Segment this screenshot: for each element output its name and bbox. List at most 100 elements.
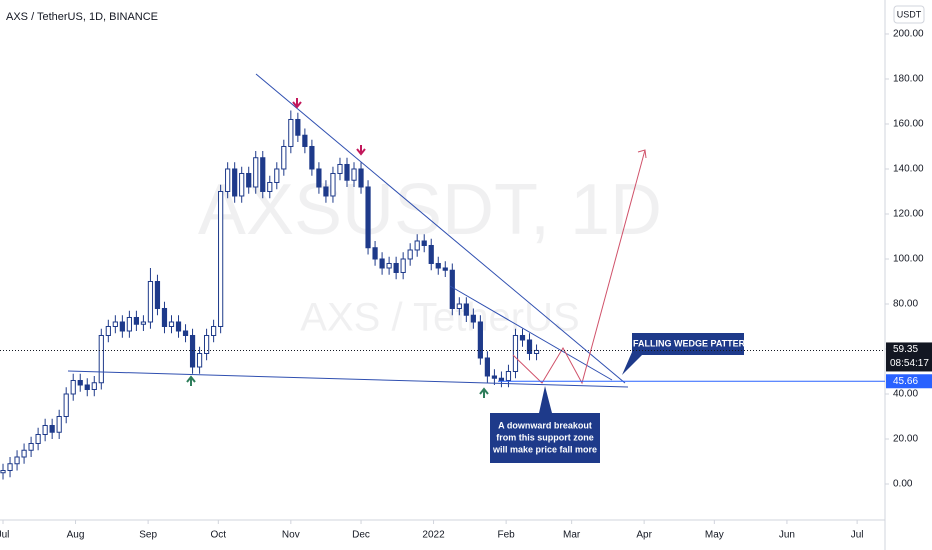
- watermark: AXSUSDT, 1D: [198, 170, 662, 250]
- x-tick-label: May: [705, 530, 724, 541]
- y-tick-label: 200.00: [893, 29, 924, 40]
- candle-body: [147, 280, 154, 323]
- candle-body: [189, 334, 196, 368]
- y-tick-label: 0.00: [893, 479, 913, 490]
- candle-body: [295, 118, 301, 136]
- y-tick-label: 140.00: [893, 164, 924, 175]
- candle-body: [77, 379, 83, 386]
- candle-body: [175, 321, 182, 332]
- candle-body: [35, 433, 41, 444]
- candle-body: [260, 157, 266, 192]
- candle-body: [232, 168, 238, 197]
- support-level-label: 45.66: [893, 376, 918, 387]
- currency: USDT: [897, 9, 922, 19]
- candle-body: [7, 463, 13, 471]
- x-tick-label: 2022: [422, 530, 445, 541]
- candle-body: [218, 190, 224, 327]
- candle-body: [526, 339, 533, 354]
- last-price-label: 59.35: [893, 344, 918, 355]
- x-tick-label: Jul: [851, 530, 864, 541]
- wedge-inner-line: [449, 285, 613, 381]
- candle-body: [400, 258, 406, 273]
- candle-body: [84, 384, 90, 390]
- down-arrow: [356, 145, 366, 156]
- y-tick-label: 80.00: [893, 299, 918, 310]
- watermark-sub: AXS / TetherUS: [300, 296, 579, 340]
- candle-body: [288, 118, 294, 147]
- annotation: from this support zone: [496, 432, 594, 442]
- candle-body: [407, 249, 413, 260]
- candle-body: [435, 262, 441, 269]
- currency-box: [893, 5, 925, 24]
- candle-body: [0, 469, 6, 474]
- x-tick-label: Aug: [67, 530, 85, 541]
- candle-body: [267, 181, 273, 192]
- candle-body: [168, 321, 175, 327]
- candle-body: [42, 424, 48, 435]
- candle-body: [330, 172, 336, 197]
- candle-body: [428, 244, 434, 264]
- candle-body: [49, 424, 55, 433]
- candle-body: [442, 267, 448, 271]
- candle-body: [498, 377, 505, 381]
- candle-body: [126, 316, 132, 332]
- up-arrow: [479, 387, 489, 398]
- y-tick-label: 100.00: [893, 254, 924, 265]
- candle-body: [203, 334, 210, 354]
- candle-body: [225, 168, 231, 192]
- up-arrow: [186, 375, 196, 386]
- support-trendline: [67, 370, 629, 388]
- candle-body: [323, 186, 329, 197]
- chart-title: AXS / TetherUS, 1D, BINANCE: [6, 11, 158, 23]
- candle-body: [393, 262, 399, 273]
- candle-body: [484, 357, 490, 377]
- annotation: A FALLING WEDGE PATTERN: [624, 338, 751, 348]
- candle-body: [491, 375, 498, 379]
- candle-body: [56, 415, 62, 433]
- candle-body: [112, 321, 118, 327]
- callout-box: [622, 333, 744, 375]
- wedge-upper-line: [255, 73, 626, 384]
- y-tick-label: 160.00: [893, 119, 924, 130]
- x-tick-label: Mar: [563, 530, 581, 541]
- candle-body: [421, 240, 427, 246]
- down-arrow: [292, 98, 302, 109]
- x-tick-label: Jun: [779, 530, 795, 541]
- x-tick-label: Sep: [139, 530, 157, 541]
- x-tick-label: Apr: [636, 530, 652, 541]
- candle-body: [358, 168, 364, 188]
- candle-body: [505, 370, 512, 381]
- candle-body: [309, 145, 315, 170]
- y-tick-label: 20.00: [893, 434, 918, 445]
- candle-body: [344, 163, 350, 181]
- projection-arrowhead: [637, 149, 647, 159]
- candle-body: [470, 314, 476, 323]
- candle-body: [63, 393, 69, 417]
- candle-body: [463, 303, 469, 316]
- last-price-box: [886, 342, 932, 372]
- drawings: [67, 73, 744, 463]
- candle-body: [302, 134, 308, 147]
- candle-body: [456, 303, 462, 309]
- candle-body: [140, 321, 147, 325]
- candle-body: [281, 145, 287, 170]
- countdown-label: 08:54:17: [890, 358, 929, 369]
- annotation: A downward breakout: [498, 420, 592, 430]
- candle-body: [133, 316, 140, 325]
- x-tick-label: Dec: [352, 530, 370, 541]
- candle-body: [239, 172, 245, 197]
- candle-body: [14, 456, 20, 465]
- candle-body: [512, 334, 519, 372]
- candle-body: [519, 334, 526, 341]
- candle-body: [253, 157, 259, 188]
- candle-body: [379, 258, 385, 269]
- candle-body: [533, 349, 540, 354]
- y-tick-label: 120.00: [893, 209, 924, 220]
- candle-body: [154, 280, 161, 309]
- x-tick-label: Feb: [498, 530, 516, 541]
- candle-body: [337, 163, 343, 174]
- callout-box: [490, 386, 600, 463]
- y-tick-label: 40.00: [893, 389, 918, 400]
- candle-body: [70, 379, 76, 395]
